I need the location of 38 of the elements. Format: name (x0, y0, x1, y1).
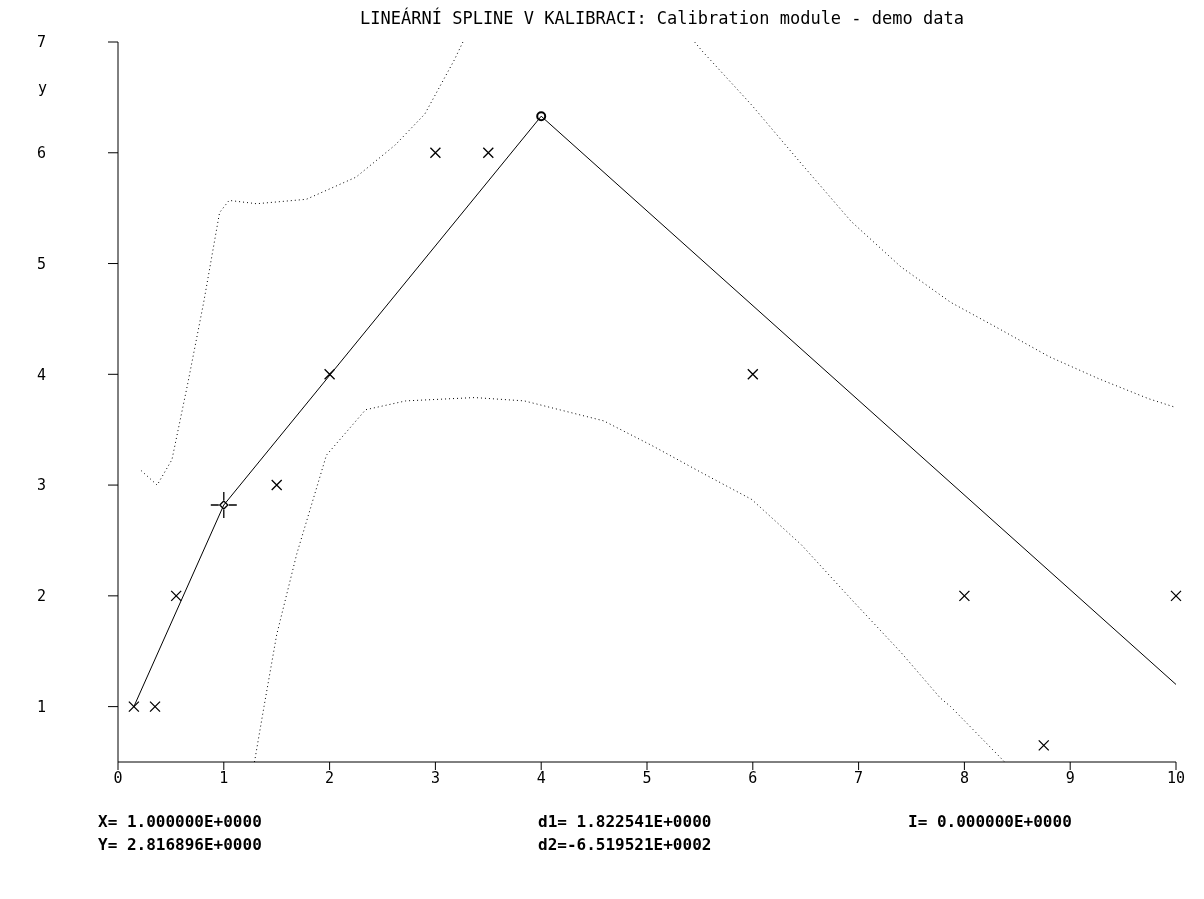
x-tick-label: 5 (642, 768, 652, 787)
y-tick-label: 2 (36, 587, 46, 606)
point (536, 111, 547, 122)
text: Y= 2.816896E+0000 (98, 835, 263, 854)
y-tick-label: 4 (36, 365, 46, 384)
x-tick-label: 0 (113, 768, 123, 787)
x-tick-label: 2 (325, 768, 335, 787)
point (128, 700, 140, 713)
y-tick-label: 7 (36, 33, 46, 52)
x-tick-label: 9 (1065, 768, 1075, 787)
x-tick-label: 7 (854, 768, 864, 787)
point (149, 700, 161, 713)
y-tick-label: 5 (36, 254, 46, 273)
x-tick-label: 8 (959, 768, 969, 787)
point (1038, 739, 1050, 752)
y-axis-title: y (38, 78, 48, 97)
point (1170, 590, 1182, 602)
point (219, 500, 229, 510)
point (747, 368, 759, 380)
x-tick-label: 6 (748, 768, 758, 787)
point (429, 147, 442, 159)
x-tick-label: 4 (536, 768, 546, 787)
y-tick-label: 6 (36, 144, 46, 163)
text: d2=-6.519521E+0002 (538, 835, 713, 854)
chart-title: LINEÁRNÍ SPLINE V KALIBRACI: Calibration module - demo data (359, 8, 965, 30)
x-tick-label: 1 (219, 768, 229, 787)
point (482, 147, 494, 159)
point (271, 479, 283, 491)
x-tick-label: 10 (1166, 768, 1186, 787)
text: I= 0.000000E+0000 (908, 812, 1073, 831)
y-tick-label: 3 (36, 476, 46, 495)
point (323, 368, 336, 380)
point (958, 590, 971, 602)
x-tick-label: 3 (430, 768, 440, 787)
text: X= 1.000000E+0000 (98, 812, 263, 831)
y-tick-label: 1 (36, 697, 46, 716)
text: d1= 1.822541E+0000 (538, 812, 713, 831)
point (170, 590, 182, 602)
